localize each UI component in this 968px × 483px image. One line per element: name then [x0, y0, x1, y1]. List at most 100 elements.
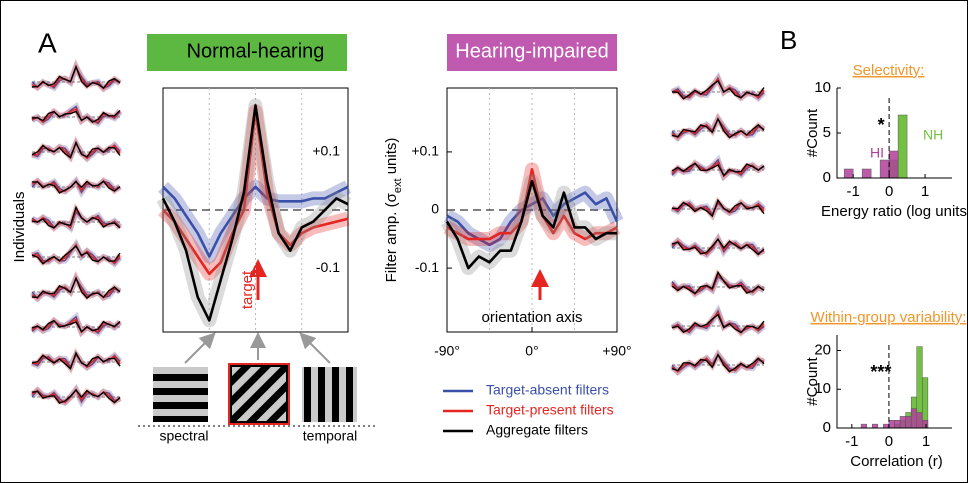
histogram-bar — [871, 423, 879, 429]
histogram-bar — [843, 168, 854, 179]
individual-trace — [671, 313, 765, 334]
individual-trace — [31, 109, 121, 124]
individual-trace — [671, 198, 765, 218]
significance: * — [878, 115, 885, 135]
y-axis-label: #Count — [804, 356, 821, 405]
individual-trace — [671, 162, 765, 177]
stimulus-icons — [138, 332, 378, 427]
individual-trace — [31, 108, 121, 123]
histogram-bar — [897, 114, 908, 179]
y-tick-label: 0 — [823, 169, 831, 186]
individual-trace — [31, 315, 121, 334]
y-tick-label: 5 — [823, 124, 831, 141]
y-tick-label: 0 — [823, 419, 831, 436]
individual-trace — [31, 140, 121, 159]
panel-title: Normal-hearing — [187, 40, 325, 62]
title-box — [147, 34, 347, 71]
individual-trace — [671, 161, 765, 178]
series-line — [161, 104, 349, 322]
y-tick-label: +0.1 — [411, 143, 439, 159]
series-line — [446, 168, 618, 241]
individuals-label: Individuals — [11, 192, 28, 263]
histogram-bar — [899, 416, 906, 429]
individual-trace — [31, 64, 121, 90]
individual-trace — [671, 353, 765, 373]
individual-trace — [31, 351, 121, 370]
x-axis-label: Correlation (r) — [850, 453, 943, 470]
x-tick-label: -1 — [847, 183, 860, 200]
histogram-bar — [861, 168, 872, 179]
x-tick-label: 1 — [921, 183, 929, 200]
panel-title: Within-group variability: — [811, 309, 967, 326]
histogram-bar — [905, 416, 912, 429]
panel-title: Selectivity: — [853, 62, 925, 79]
individual-trace — [31, 319, 121, 333]
y-axis-label-part: ext — [392, 178, 404, 193]
series-label: HI — [870, 145, 884, 161]
histogram-bar — [916, 412, 923, 429]
y-axis-label-part: Filter amp. (σ — [383, 192, 400, 282]
histogram-bar — [879, 159, 890, 179]
individual-trace — [31, 211, 121, 230]
x-tick-label: 0 — [885, 433, 893, 450]
legend-label: Aggregate filters — [486, 422, 588, 438]
spectral-label: spectral — [159, 428, 208, 444]
y-tick-label: 10 — [814, 79, 831, 96]
legend-label: Target-present filters — [486, 402, 614, 418]
x-tick-label: 1 — [922, 433, 930, 450]
legend-label: Target-absent filters — [486, 382, 609, 398]
y-tick-label: 20 — [814, 341, 831, 358]
y-tick-label: -0.1 — [316, 259, 340, 275]
target-label: target — [239, 270, 256, 309]
x-tick-label: -1 — [845, 433, 858, 450]
histogram-bar — [860, 423, 867, 429]
individual-trace — [671, 117, 765, 139]
x-tick-label: +90° — [602, 343, 631, 359]
x-axis-label: Energy ratio (log units) — [821, 203, 968, 220]
histogram-bar — [883, 423, 890, 429]
panel-label: B — [780, 25, 797, 55]
individual-trace — [31, 318, 121, 334]
target-arrow — [249, 259, 549, 300]
panel-title: Hearing-impaired — [455, 40, 608, 62]
y-axis-label-part: units) — [383, 138, 400, 179]
x-axis-label: orientation axis — [482, 309, 583, 326]
histogram-bar — [922, 420, 929, 429]
individuals — [29, 58, 767, 408]
axes — [836, 335, 952, 429]
series-line — [446, 191, 619, 247]
individual-trace — [31, 245, 121, 265]
histogram-bar — [910, 408, 918, 429]
histogram-bar — [894, 420, 901, 429]
histogram-bar — [888, 150, 899, 179]
series-label: NH — [923, 127, 943, 143]
individual-trace — [31, 388, 121, 404]
individual-trace — [671, 311, 765, 334]
y-tick-label: 0 — [431, 201, 439, 217]
significance: *** — [870, 362, 891, 382]
individual-trace — [671, 158, 765, 178]
individual-trace — [31, 205, 121, 229]
x-tick-label: 0° — [525, 343, 538, 359]
y-tick-label: 10 — [814, 380, 831, 397]
y-axis-label: #Count — [804, 108, 821, 157]
individual-trace — [671, 238, 765, 256]
histogram-bar — [888, 420, 895, 429]
series-line — [445, 179, 617, 270]
title-box — [447, 34, 617, 71]
panel-label: A — [38, 27, 57, 58]
individual-trace — [671, 275, 765, 295]
individual-trace — [31, 276, 121, 300]
individual-trace — [671, 270, 765, 295]
individual-trace — [32, 180, 121, 194]
individual-trace — [671, 79, 765, 100]
y-tick-label: +0.1 — [312, 143, 340, 159]
temporal-label: temporal — [303, 428, 357, 444]
series-line — [162, 185, 349, 258]
x-tick-label: -90° — [434, 343, 460, 359]
y-tick-label: -0.1 — [415, 259, 439, 275]
y-axis-label: Filter amp. (σext units) — [383, 138, 404, 283]
x-tick-label: 0 — [885, 183, 893, 200]
